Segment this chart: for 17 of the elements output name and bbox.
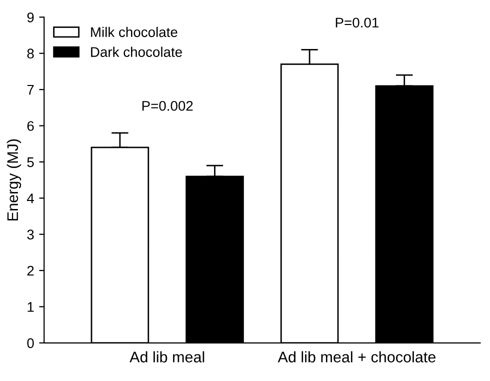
- y-tick-label: 8: [27, 48, 34, 59]
- annotation: P=0.002: [142, 100, 193, 111]
- y-tick-label: 1: [28, 302, 34, 312]
- y-tick-label: 2: [27, 266, 34, 276]
- y-tick-label: 9: [27, 12, 34, 22]
- y-tick-label: 5: [27, 157, 34, 168]
- x-tick-label: Ad lib meal: [130, 351, 204, 362]
- y-tick-label: 3: [27, 230, 34, 240]
- legend-label: Dark chocolate: [91, 46, 182, 57]
- legend-label: Milk chocolate: [91, 26, 178, 38]
- annotation: P=0.01: [336, 18, 378, 28]
- y-axis-title: Energy (MJ): [6, 139, 22, 220]
- x-tick-label: Ad lib meal + chocolate: [278, 351, 436, 362]
- y-tick-label: 4: [26, 194, 34, 204]
- y-tick-label: 0: [27, 338, 34, 348]
- y-tick-label: 7: [27, 85, 34, 95]
- y-tick-label: 6: [27, 121, 34, 131]
